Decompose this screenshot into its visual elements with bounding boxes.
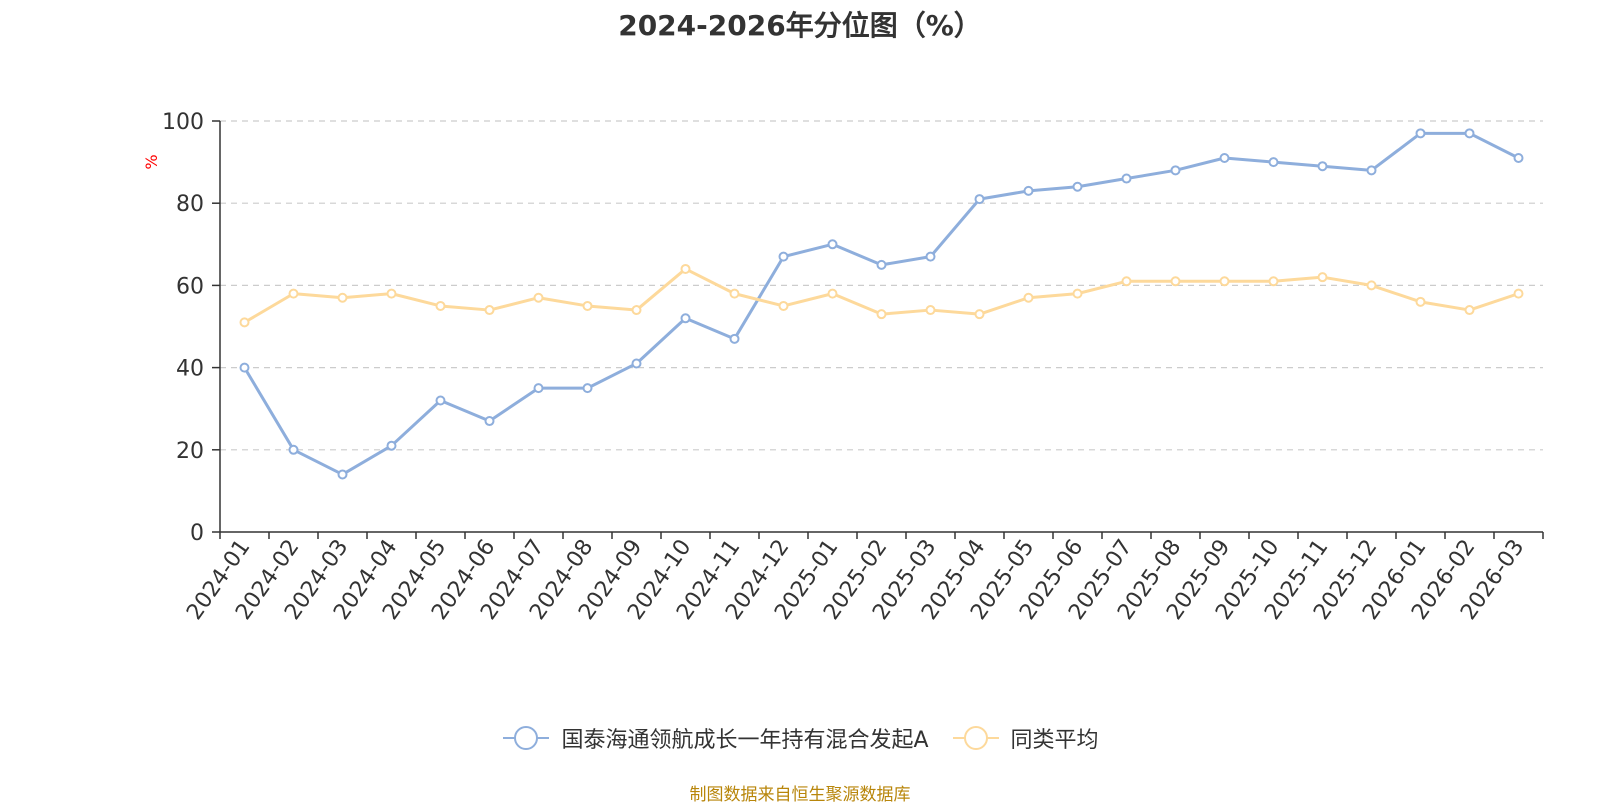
data-point-series-1 <box>533 383 544 394</box>
y-tick-label: 0 <box>190 521 204 546</box>
data-point-series-2 <box>876 309 887 320</box>
data-point-series-1 <box>827 239 838 250</box>
data-point-series-2 <box>337 292 348 303</box>
chart-legend: 国泰海通领航成长一年持有混合发起A 同类平均 <box>0 722 1600 754</box>
data-point-series-1 <box>1366 165 1377 176</box>
data-point-series-1 <box>1219 152 1230 163</box>
data-point-series-1 <box>729 333 740 344</box>
legend-label-series-2: 同类平均 <box>1010 728 1099 753</box>
data-point-series-2 <box>288 288 299 299</box>
data-point-series-1 <box>1170 165 1181 176</box>
data-point-series-1 <box>680 313 691 324</box>
data-point-series-1 <box>435 395 446 406</box>
data-point-series-2 <box>631 305 642 316</box>
legend-item-series-1[interactable]: 国泰海通领航成长一年持有混合发起A <box>501 722 929 754</box>
data-point-series-1 <box>386 440 397 451</box>
series-lines <box>243 131 1520 476</box>
data-point-series-2 <box>1268 276 1279 287</box>
data-point-series-2 <box>974 309 985 320</box>
data-point-series-2 <box>680 263 691 274</box>
y-axis-label: % <box>142 154 161 169</box>
data-point-series-1 <box>1121 173 1132 184</box>
data-point-series-2 <box>1170 276 1181 287</box>
data-point-series-2 <box>778 300 789 311</box>
data-point-series-1 <box>974 194 985 205</box>
chart-title: 2024-2026年分位图（%） <box>618 9 982 42</box>
data-point-series-2 <box>386 288 397 299</box>
data-point-series-2 <box>1513 288 1524 299</box>
data-point-series-1 <box>1513 152 1524 163</box>
legend-marker-series-1 <box>503 726 550 750</box>
data-point-series-2 <box>1023 292 1034 303</box>
data-point-series-1 <box>631 358 642 369</box>
data-point-series-1 <box>239 362 250 373</box>
data-point-series-2 <box>533 292 544 303</box>
data-point-series-2 <box>1464 305 1475 316</box>
data-point-series-1 <box>288 444 299 455</box>
legend-label-series-1: 国泰海通领航成长一年持有混合发起A <box>561 728 929 753</box>
data-point-series-1 <box>1464 128 1475 139</box>
data-point-series-1 <box>484 416 495 427</box>
data-point-series-2 <box>1072 288 1083 299</box>
data-point-series-2 <box>1415 296 1426 307</box>
legend-item-series-2[interactable]: 同类平均 <box>951 722 1099 754</box>
data-point-series-1 <box>1072 181 1083 192</box>
data-point-series-2 <box>484 305 495 316</box>
data-point-series-2 <box>1366 280 1377 291</box>
data-point-series-1 <box>337 469 348 480</box>
data-point-series-2 <box>582 300 593 311</box>
legend-marker-series-2 <box>952 726 999 750</box>
data-point-series-2 <box>435 300 446 311</box>
data-point-series-2 <box>827 288 838 299</box>
y-tick-label: 100 <box>162 110 204 135</box>
data-point-series-1 <box>1317 161 1328 172</box>
data-point-series-1 <box>1023 185 1034 196</box>
data-point-series-1 <box>1268 157 1279 168</box>
y-tick-label: 60 <box>176 274 204 299</box>
data-point-series-2 <box>1219 276 1230 287</box>
data-point-series-2 <box>925 305 936 316</box>
data-point-series-2 <box>729 288 740 299</box>
data-point-series-1 <box>582 383 593 394</box>
data-point-series-2 <box>1317 272 1328 283</box>
source-note: 制图数据来自恒生聚源数据库 <box>689 785 911 805</box>
y-tick-label: 40 <box>176 357 204 382</box>
data-point-series-1 <box>778 251 789 262</box>
data-point-series-2 <box>239 317 250 328</box>
data-point-series-1 <box>925 251 936 262</box>
grid-lines <box>220 120 1543 451</box>
data-point-series-1 <box>876 259 887 270</box>
series-points <box>239 128 1524 480</box>
y-tick-label: 20 <box>176 439 204 464</box>
y-tick-label: 80 <box>176 192 204 217</box>
data-point-series-1 <box>1415 128 1426 139</box>
data-point-series-2 <box>1121 276 1132 287</box>
